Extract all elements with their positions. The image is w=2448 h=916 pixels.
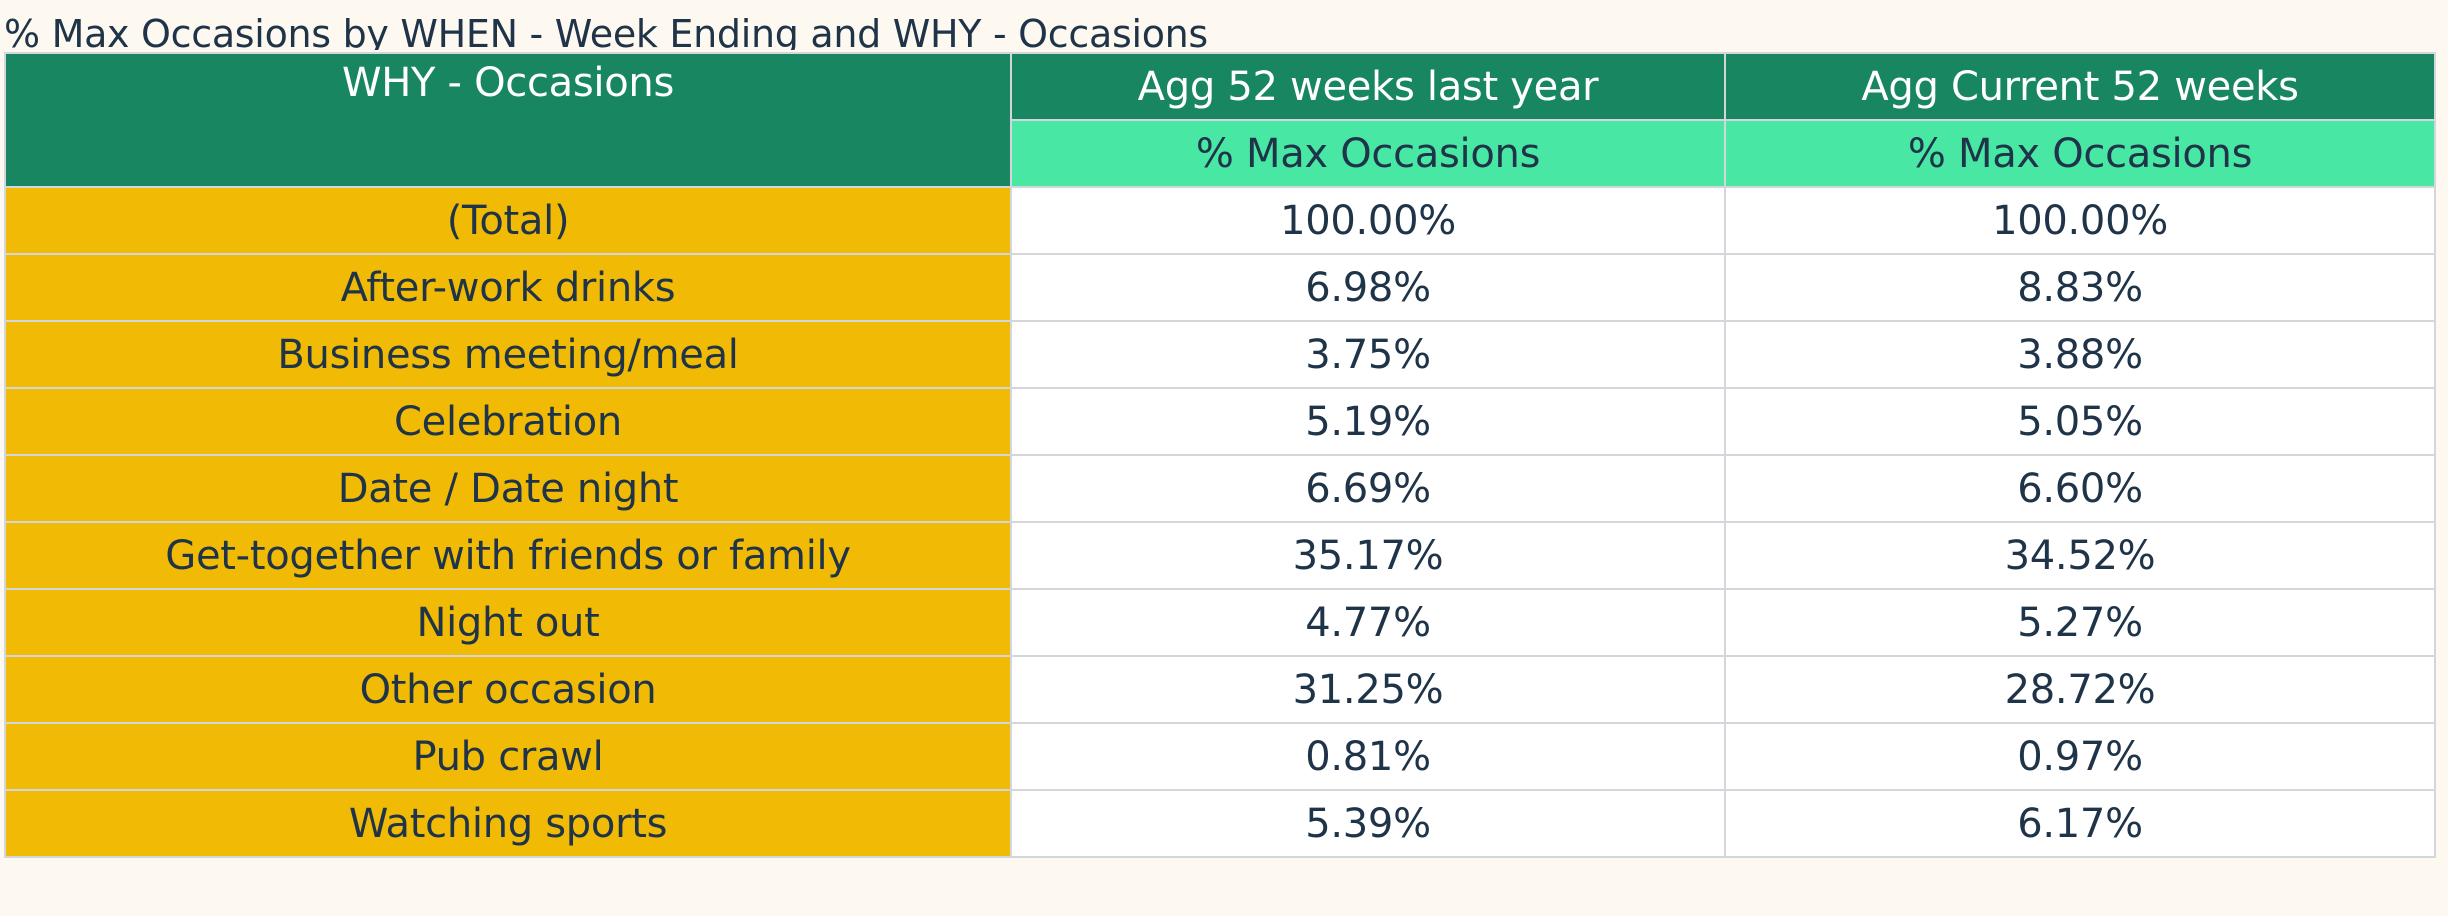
cell-current[interactable]: 5.05% (1724, 387, 2436, 456)
column-header-current[interactable]: Agg Current 52 weeks (1724, 52, 2436, 121)
cell-last-year[interactable]: 5.19% (1010, 387, 1726, 456)
cell-current[interactable]: 28.72% (1724, 655, 2436, 724)
cell-current[interactable]: 6.60% (1724, 454, 2436, 523)
table-row-pub-crawl[interactable]: Pub crawl 0.81% 0.97% (4, 722, 2436, 791)
table-row-celebration[interactable]: Celebration 5.19% 5.05% (4, 387, 2436, 456)
row-label[interactable]: Business meeting/meal (4, 320, 1012, 389)
cell-last-year[interactable]: 6.69% (1010, 454, 1726, 523)
cell-last-year[interactable]: 31.25% (1010, 655, 1726, 724)
header-row-measures: % Max Occasions % Max Occasions (5, 119, 2436, 188)
table-row-after-work-drinks[interactable]: After-work drinks 6.98% 8.83% (4, 253, 2436, 322)
table-row-other-occasion[interactable]: Other occasion 31.25% 28.72% (4, 655, 2436, 724)
cell-current[interactable]: 6.17% (1724, 789, 2436, 858)
cell-last-year[interactable]: 6.98% (1010, 253, 1726, 322)
cell-last-year[interactable]: 4.77% (1010, 588, 1726, 657)
report-title: % Max Occasions by WHEN - Week Ending an… (4, 12, 1208, 50)
measure-header-current[interactable]: % Max Occasions (1724, 119, 2436, 188)
header-row-columns: WHY - Occasions Agg 52 weeks last year A… (4, 52, 2436, 188)
cell-last-year[interactable]: 100.00% (1010, 186, 1726, 255)
cell-current[interactable]: 100.00% (1724, 186, 2436, 255)
table-row-date-night[interactable]: Date / Date night 6.69% 6.60% (4, 454, 2436, 523)
row-label[interactable]: Other occasion (4, 655, 1012, 724)
table-row-watching-sports[interactable]: Watching sports 5.39% 6.17% (4, 789, 2436, 858)
cell-last-year[interactable]: 3.75% (1010, 320, 1726, 389)
row-header-why-occasions[interactable]: WHY - Occasions (4, 52, 1012, 188)
row-label[interactable]: Night out (4, 588, 1012, 657)
occasions-table: WHY - Occasions Agg 52 weeks last year A… (4, 52, 2436, 858)
cell-current[interactable]: 34.52% (1724, 521, 2436, 590)
row-label[interactable]: (Total) (4, 186, 1012, 255)
cell-last-year[interactable]: 35.17% (1010, 521, 1726, 590)
row-label[interactable]: Celebration (4, 387, 1012, 456)
row-label[interactable]: After-work drinks (4, 253, 1012, 322)
table-row-night-out[interactable]: Night out 4.77% 5.27% (4, 588, 2436, 657)
row-label[interactable]: Get-together with friends or family (4, 521, 1012, 590)
cell-current[interactable]: 5.27% (1724, 588, 2436, 657)
cell-last-year[interactable]: 5.39% (1010, 789, 1726, 858)
cell-current[interactable]: 3.88% (1724, 320, 2436, 389)
cell-last-year[interactable]: 0.81% (1010, 722, 1726, 791)
table-row-business-meeting[interactable]: Business meeting/meal 3.75% 3.88% (4, 320, 2436, 389)
cell-current[interactable]: 8.83% (1724, 253, 2436, 322)
row-label[interactable]: Date / Date night (4, 454, 1012, 523)
table-row-get-together[interactable]: Get-together with friends or family 35.1… (4, 521, 2436, 590)
measure-header-last-year[interactable]: % Max Occasions (1010, 119, 1726, 188)
table-row-total[interactable]: (Total) 100.00% 100.00% (4, 186, 2436, 255)
row-label[interactable]: Watching sports (4, 789, 1012, 858)
row-label[interactable]: Pub crawl (4, 722, 1012, 791)
cell-current[interactable]: 0.97% (1724, 722, 2436, 791)
column-header-last-year[interactable]: Agg 52 weeks last year (1010, 52, 1726, 121)
